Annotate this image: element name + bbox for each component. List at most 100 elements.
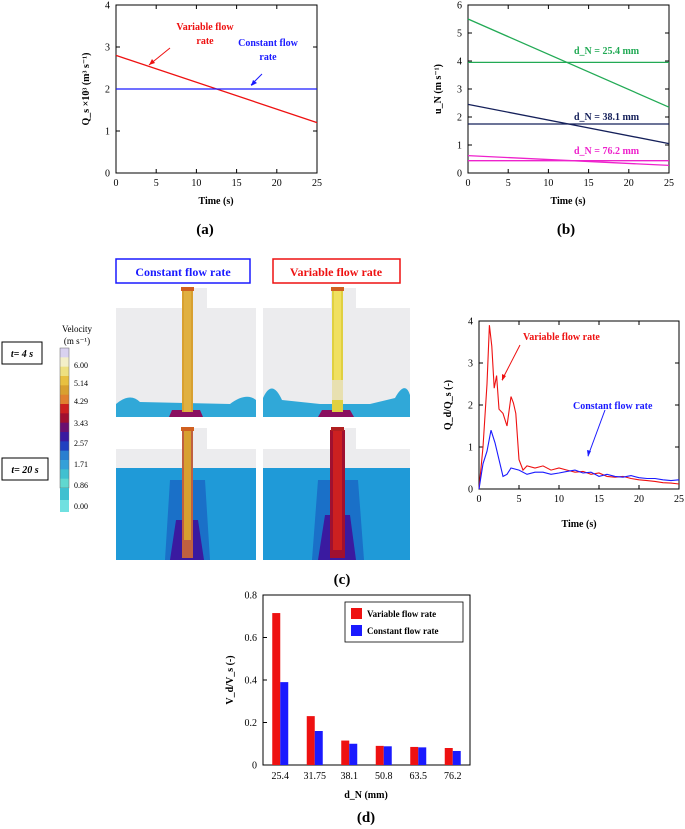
bar-variable-76.2: [444, 748, 453, 765]
chart-d: 0 0.2 0.4 0.6 0.8 25.4 31.75 38.1 50.8 63.5 76.2 d…: [225, 591, 471, 826]
x-tick-label: 10: [554, 494, 564, 505]
annotation-arrowhead-constant: [251, 80, 257, 86]
snapshot-constant-4s: [116, 287, 256, 417]
colorbar-units: (m s⁻¹): [64, 336, 90, 346]
colorbar-tick-label: 1.71: [74, 460, 88, 469]
x-tick-label: 20: [634, 494, 644, 505]
chart-a: 0 5 10 15 20 25 0 1 2 3 4 Time (s) Q_s ×10³ (m³ s⁻…: [81, 1, 322, 239]
colorbar-segment: [60, 366, 69, 377]
colorbar-segment: [60, 348, 69, 358]
legend-swatch-constant: [351, 625, 362, 636]
y-tick-label: 2: [105, 85, 110, 96]
y-tick-label: 0.2: [245, 718, 258, 729]
x-tick-label: 25: [674, 494, 684, 505]
annotation-arrowhead-c-variable: [502, 374, 506, 381]
y-tick-label: 2: [457, 113, 462, 124]
y-tick-label: 5: [457, 29, 462, 40]
row-label-box-20s: [1, 457, 49, 481]
annotation-constant-line1: Constant flow: [238, 38, 299, 49]
colorbar-segment: [60, 460, 69, 470]
colorbar-segment: [60, 478, 69, 489]
y-tick-label: 3: [468, 359, 473, 370]
x-tick-label: 25: [664, 178, 674, 189]
annotation-constant-line2: rate: [259, 52, 277, 63]
x-tick-label: 10: [543, 178, 553, 189]
y-tick-label: 4: [457, 57, 462, 68]
x-tick-label: 5: [154, 178, 159, 189]
panel-label-c: (c): [334, 572, 351, 588]
snapshot-variable-20s: [263, 427, 410, 560]
bar-variable-50.8: [375, 745, 384, 765]
x-tick-label: 38.1: [341, 771, 359, 782]
colorbar-tick-label: 2.57: [74, 439, 88, 448]
title-variable: Variable flow rate: [290, 265, 383, 279]
bar-constant-31.75: [314, 731, 323, 765]
series-line-c-1: [478, 430, 680, 490]
annotation-arrow-c-variable: [501, 344, 521, 381]
series-line-c-0: [478, 325, 680, 490]
colorbar-segment: [60, 413, 69, 424]
annotation-dn-76: d_N = 76.2 mm: [574, 146, 640, 157]
bar-variable-38.1: [341, 740, 350, 765]
title-box-constant: [115, 258, 251, 284]
x-tick-label: 76.2: [444, 771, 462, 782]
snapshot-variable-4s: [263, 287, 410, 417]
panel-label-a: (a): [196, 222, 214, 238]
bar-constant-38.1: [349, 743, 358, 765]
x-tick-label: 25.4: [272, 771, 290, 782]
colorbar-tick-label: 3.43: [74, 419, 88, 428]
x-tick-label: 63.5: [410, 771, 428, 782]
colorbar-tick-label: 0.86: [74, 481, 88, 490]
chart-d-xlabel: d_N (mm): [344, 790, 388, 801]
colorbar-segment: [60, 394, 69, 405]
x-tick-label: 10: [191, 178, 201, 189]
colorbar-segment: [60, 432, 69, 442]
y-tick-label: 0: [468, 485, 473, 496]
colorbar-tick-label: 5.14: [74, 379, 88, 388]
chart-c-ylabel: Q_d/Q_s (-): [443, 380, 454, 430]
chart-b-xlabel: Time (s): [550, 196, 585, 207]
colorbar-title: Velocity: [62, 324, 92, 334]
chart-d-ylabel: V_d/V_s (-): [225, 655, 236, 704]
colorbar: [59, 347, 70, 512]
y-tick-label: 0.8: [245, 591, 258, 602]
series-line-b-0: [467, 18, 670, 108]
title-constant: Constant flow rate: [135, 265, 231, 279]
x-tick-label: 0: [477, 494, 482, 505]
y-tick-label: 0.4: [245, 676, 258, 687]
x-tick-label: 15: [584, 178, 594, 189]
colorbar-segment: [60, 376, 69, 386]
bar-variable-31.75: [306, 716, 315, 765]
legend-label-constant: Constant flow rate: [367, 626, 439, 636]
annotation-dn-38: d_N = 38.1 mm: [574, 112, 640, 123]
legend-label-variable: Variable flow rate: [367, 609, 436, 619]
chart-c-xlabel: Time (s): [561, 519, 596, 530]
x-tick-label: 20: [624, 178, 634, 189]
annotation-arrowhead-variable: [149, 59, 155, 65]
annotation-c-constant: Constant flow rate: [573, 401, 653, 412]
y-tick-label: 0.6: [245, 633, 258, 644]
y-tick-label: 3: [457, 85, 462, 96]
y-tick-label: 2: [468, 401, 473, 412]
bar-constant-25.4: [280, 682, 289, 765]
chart-a-ylabel: Q_s ×10³ (m³ s⁻¹): [81, 52, 92, 125]
chart-c: 0 5 10 15 20 25 0 1 2 3 4 Time (s) Q_d/Q_s (-) Var…: [443, 317, 684, 531]
bar-constant-50.8: [383, 746, 392, 765]
chart-a-xlabel: Time (s): [198, 196, 233, 207]
annotation-variable-line1: Variable flow: [176, 22, 234, 33]
annotation-dn-25: d_N = 25.4 mm: [574, 46, 640, 57]
y-tick-label: 3: [105, 43, 110, 54]
bar-variable-63.5: [410, 746, 419, 765]
annotation-c-variable: Variable flow rate: [523, 332, 600, 343]
row-label-4s: t= 4 s: [11, 349, 33, 360]
colorbar-segment: [60, 469, 69, 480]
chart-b-ylabel: u_N (m s⁻¹): [433, 64, 444, 114]
x-tick-label: 0: [114, 178, 119, 189]
legend-box: [344, 601, 464, 643]
panel-label-b: (b): [557, 222, 575, 238]
y-tick-label: 0: [252, 761, 257, 772]
colorbar-segment: [60, 450, 69, 461]
panel-label-d: (d): [357, 810, 375, 826]
snapshot-constant-20s: [116, 427, 256, 560]
colorbar-tick-label: 0.00: [74, 502, 88, 511]
